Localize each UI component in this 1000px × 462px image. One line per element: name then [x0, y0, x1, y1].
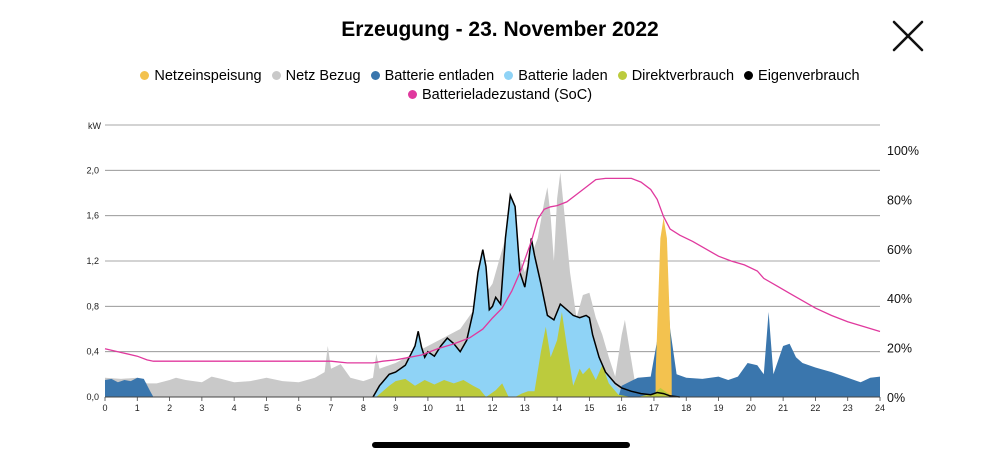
x-tick-label: 3 — [199, 403, 204, 413]
y2-tick-label: 40% — [887, 292, 912, 306]
legend-label-batterie-laden: Batterie laden — [518, 67, 608, 84]
x-tick-label: 1 — [135, 403, 140, 413]
x-tick-label: 11 — [456, 403, 465, 413]
x-tick-label: 18 — [681, 403, 691, 413]
legend-label-netzeinspeisung: Netzeinspeisung — [154, 67, 262, 84]
y-tick-label: 1,6 — [86, 211, 99, 221]
x-tick-label: 10 — [423, 403, 433, 413]
legend-dot-batterie-entladen — [370, 71, 380, 80]
x-tick-label: 14 — [552, 403, 562, 413]
series-batterie-laden-area — [373, 195, 632, 397]
legend-label-eigenverbrauch: Eigenverbrauch — [758, 67, 860, 84]
x-tick-label: 12 — [487, 403, 497, 413]
legend-label-soc: Batterieladezustand (SoC) — [421, 86, 593, 103]
legend-item-direktverbrauch[interactable]: Direktverbrauch — [617, 67, 735, 84]
x-tick-label: 15 — [584, 403, 594, 413]
x-tick-label: 9 — [393, 403, 398, 413]
x-tick-label: 4 — [232, 403, 237, 413]
y2-tick-label: 20% — [887, 342, 912, 356]
legend-label-netz-bezug: Netz Bezug — [285, 67, 361, 84]
page-title: Erzeugung - 23. November 2022 — [341, 18, 659, 41]
x-tick-label: 16 — [617, 403, 627, 413]
legend-item-batterie-entladen[interactable]: Batterie entladen — [370, 67, 495, 84]
y2-tick-label: 0% — [887, 391, 905, 405]
legend-dot-netzeinspeisung — [140, 71, 150, 80]
home-indicator[interactable] — [372, 442, 630, 448]
series-direktverbrauch-area — [376, 312, 674, 397]
legend-item-batterie-laden[interactable]: Batterie laden — [504, 67, 608, 84]
x-tick-label: 2 — [167, 403, 172, 413]
y2-tick-label: 100% — [887, 144, 919, 158]
legend-item-soc[interactable]: Batterieladezustand (SoC) — [407, 86, 593, 103]
x-tick-label: 23 — [843, 403, 853, 413]
legend-item-netz-bezug[interactable]: Netz Bezug — [271, 67, 361, 84]
legend-label-direktverbrauch: Direktverbrauch — [631, 67, 735, 84]
x-tick-label: 0 — [102, 403, 107, 413]
legend-item-eigenverbrauch[interactable]: Eigenverbrauch — [744, 68, 860, 84]
x-tick-label: 13 — [520, 403, 530, 413]
legend-dot-netz-bezug — [271, 71, 281, 80]
series-soc-line — [104, 177, 881, 364]
series-batterie-entladen-area — [105, 227, 880, 397]
y-tick-label: 0,0 — [86, 392, 99, 402]
x-tick-label: 6 — [296, 403, 301, 413]
x-tick-label: 21 — [778, 403, 788, 413]
legend-item-netzeinspeisung[interactable]: Netzeinspeisung — [140, 67, 262, 84]
y-tick-label: 1,2 — [86, 256, 99, 266]
energy-chart: kW 0,0 0,4 0,8 1,2 1,6 2,0 0% 20% 40% 60% 80% 100% 0 1… — [86, 121, 919, 413]
series-netzeinspeisung-area — [655, 217, 672, 397]
legend-label-batterie-entladen: Batterie entladen — [384, 67, 495, 84]
y2-tick-label: 80% — [887, 193, 912, 207]
y2-tick-label: 60% — [887, 243, 912, 257]
x-tick-label: 24 — [875, 403, 885, 413]
x-tick-label: 20 — [746, 403, 756, 413]
y-tick-label: 2,0 — [86, 165, 99, 175]
legend-dot-direktverbrauch — [617, 71, 627, 80]
x-tick-label: 8 — [361, 403, 366, 413]
legend-dot-batterie-laden — [504, 71, 514, 80]
x-tick-label: 5 — [264, 403, 269, 413]
x-tick-label: 19 — [714, 403, 724, 413]
close-icon[interactable] — [888, 16, 928, 56]
chart-legend: Netzeinspeisung Netz Bezug Batterie entl… — [0, 66, 1000, 104]
legend-dot-soc — [407, 90, 417, 99]
x-tick-label: 7 — [329, 403, 334, 413]
y-tick-label: 0,4 — [86, 347, 99, 357]
x-tick-label: 17 — [649, 403, 659, 413]
y-axis-unit-label: kW — [88, 121, 102, 131]
legend-dot-eigenverbrauch — [744, 71, 754, 80]
y-tick-label: 0,8 — [86, 301, 99, 311]
x-tick-label: 22 — [810, 403, 820, 413]
